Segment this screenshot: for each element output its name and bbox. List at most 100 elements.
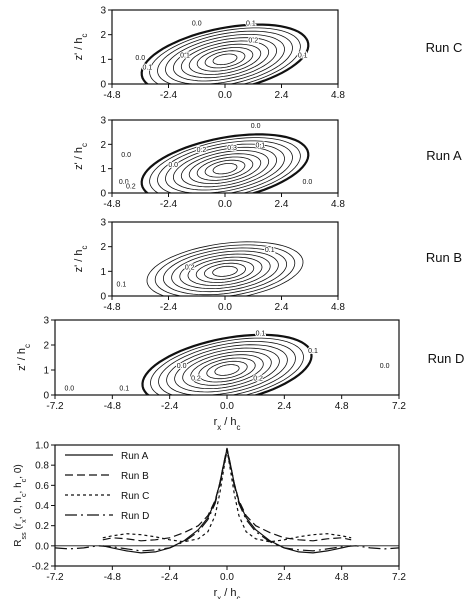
x-tick-label: -4.8: [103, 90, 121, 101]
contour-label: 0.1: [265, 247, 275, 254]
contour-label: 0.0: [64, 386, 74, 393]
contour-line: [149, 137, 301, 193]
contour-label: 0.1: [119, 386, 129, 393]
x-tick-label: 0.0: [220, 572, 234, 583]
contour-label: 0.0: [303, 179, 313, 186]
run-label: Run B: [426, 250, 462, 265]
x-axis-label: rx / hc: [214, 416, 241, 432]
contour-line: [172, 37, 278, 82]
contour-line: [171, 250, 279, 293]
series-group: [55, 447, 399, 554]
x-tick-label: -2.4: [160, 199, 178, 210]
run-label: Run C: [426, 40, 463, 55]
contour-label: 0.2: [185, 264, 195, 271]
x-tick-label: -4.8: [104, 401, 122, 412]
contour-line: [141, 333, 313, 395]
contour-line: [179, 253, 271, 290]
x-tick-label: 4.8: [335, 572, 349, 583]
contour-line: [140, 133, 310, 193]
contour-line: [190, 354, 264, 386]
contour-line: [146, 241, 304, 296]
legend-label: Run B: [121, 471, 149, 482]
contour-line: [149, 27, 301, 84]
contour-label: 0.1: [246, 20, 256, 27]
x-tick-label: -2.4: [160, 302, 178, 313]
contour-label: 0.1: [256, 331, 266, 338]
contour-line: [166, 344, 288, 395]
x-tick-label: -7.2: [46, 572, 64, 583]
contour-line: [212, 53, 238, 66]
contour-label: 0.0: [251, 123, 261, 130]
y-tick-label: 1: [100, 267, 106, 278]
contour-label: 0.0: [380, 363, 390, 370]
y-tick-label: 0: [100, 80, 106, 91]
plot-frame: [54, 444, 400, 567]
y-tick-label: 3: [100, 116, 106, 127]
x-tick-label: 2.4: [275, 302, 289, 313]
x-tick-label: 2.4: [275, 199, 289, 210]
x-tick-label: 2.4: [277, 401, 291, 412]
contour-panel: -4.8 -2.4 0.0 2.4 4.8 0 1 2 3 0.1 0.2 0.1 z' / hc Run…: [73, 218, 462, 314]
legend-label: Run C: [121, 491, 149, 502]
contour-line: [188, 153, 262, 185]
x-tick-label: -4.8: [103, 302, 121, 313]
contour-line: [154, 244, 296, 296]
y-tick-label: 2: [100, 140, 106, 151]
contour-label: 0.1: [255, 142, 265, 149]
contour-line: [158, 340, 296, 395]
y-axis-label: Rss (rx, 0, hc, hc, 0): [13, 464, 28, 546]
y-axis-label: z' / hc: [73, 246, 89, 273]
contour-line: [165, 143, 285, 193]
x-tick-label: 4.8: [331, 90, 345, 101]
y-tick-label: 0.4: [35, 501, 49, 512]
y-axis-label: z' / hc: [73, 143, 89, 170]
y-tick-label: 1: [43, 366, 49, 377]
contour-label: 0.0: [119, 179, 129, 186]
y-tick-label: 0: [100, 292, 106, 303]
contour-line: [182, 350, 272, 390]
x-tick-label: -7.2: [46, 401, 64, 412]
series-line: [102, 449, 352, 543]
contour-label: 0.2: [197, 147, 207, 154]
contour-line: [195, 259, 255, 283]
series-line: [102, 447, 352, 542]
contour-line: [140, 23, 310, 84]
y-tick-label: -0.2: [32, 562, 50, 573]
contour-lines: 0.1 0.2 0.1: [116, 241, 304, 296]
contour-label: 0.1: [308, 348, 318, 355]
contour-line: [157, 30, 293, 84]
contour-line: [196, 47, 254, 72]
y-tick-label: 1: [100, 164, 106, 175]
contour-line: [198, 357, 256, 383]
y-tick-label: 3: [100, 218, 106, 229]
x-tick-label: 0.0: [220, 401, 234, 412]
contour-line: [203, 262, 247, 280]
x-tick-label: -4.8: [104, 572, 122, 583]
legend-label: Run D: [121, 511, 149, 522]
contour-label: 0.2: [248, 38, 258, 45]
contour-label: 0.0: [135, 55, 145, 62]
contour-line: [165, 34, 285, 84]
contour-lines: 0.00.10.30.20.00.00.20.00.0: [118, 122, 313, 193]
run-label: Run D: [428, 351, 465, 366]
contour-label: 0.0: [177, 363, 187, 370]
run-label: Run A: [426, 148, 462, 163]
contour-line: [196, 156, 254, 181]
contour-line: [214, 364, 240, 376]
y-axis-label: z' / hc: [73, 34, 89, 61]
x-tick-label: 4.8: [331, 199, 345, 210]
y-tick-label: 1: [100, 55, 106, 66]
contour-panel: -7.2 -4.8 -2.4 0.0 2.4 4.8 7.2 0 1 2 3 0.1 0.1 0.0 0.0…: [16, 316, 464, 432]
contour-label: 0.2: [253, 376, 263, 383]
contour-panel: -4.8 -2.4 0.0 2.4 4.801230.10.20.10.00.10.10…: [73, 6, 462, 102]
contour-label: 0.3: [227, 145, 237, 152]
contour-line: [162, 247, 288, 296]
y-tick-label: 0: [43, 391, 49, 402]
x-tick-label: 7.2: [392, 401, 406, 412]
contour-label: 0.1: [180, 52, 190, 59]
contour-line: [212, 162, 238, 175]
line-panel: -7.2 -4.8 -2.4 0.0 2.4 4.8 7.2 1.0 0.8 0.6 0.4 0.2 0…: [13, 441, 406, 599]
x-tick-label: -2.4: [161, 572, 179, 583]
y-tick-label: 2: [43, 341, 49, 352]
